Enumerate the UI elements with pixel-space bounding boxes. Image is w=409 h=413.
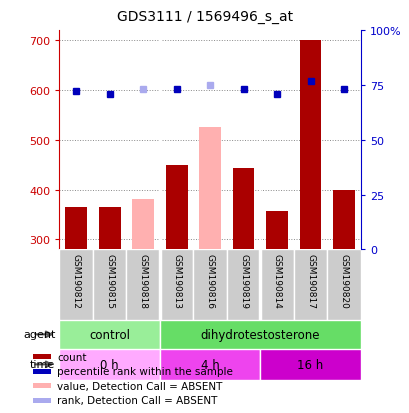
Bar [33,384,51,388]
Bar [265,211,287,250]
Text: GSM190818: GSM190818 [138,254,147,308]
Text: 0 h: 0 h [100,358,119,371]
Text: GSM190814: GSM190814 [272,254,281,308]
Bar [33,369,51,374]
Text: percentile rank within the sample: percentile rank within the sample [57,366,232,376]
Bar [199,128,220,250]
Text: 4 h: 4 h [200,358,219,371]
Text: GSM190820: GSM190820 [339,254,348,308]
Bar [132,199,154,250]
Text: value, Detection Call = ABSENT: value, Detection Call = ABSENT [57,381,222,391]
Text: control: control [89,328,130,341]
Bar [260,250,293,320]
Bar [326,250,360,320]
Text: GSM190813: GSM190813 [172,254,181,308]
Text: count: count [57,352,86,362]
Bar [193,250,226,320]
Bar [59,250,93,320]
Text: GSM190817: GSM190817 [306,254,314,308]
Bar [160,250,193,320]
Bar [333,190,354,250]
Bar [160,349,260,380]
Bar [93,250,126,320]
Text: dihydrotestosterone: dihydrotestosterone [200,328,319,341]
Text: GDS3111 / 1569496_s_at: GDS3111 / 1569496_s_at [117,10,292,24]
Bar [126,250,160,320]
Bar [160,320,360,349]
Text: 16 h: 16 h [297,358,323,371]
Bar [59,320,160,349]
Bar [99,208,120,250]
Bar [299,41,321,250]
Text: GSM190816: GSM190816 [205,254,214,308]
Bar [165,165,187,250]
Bar [59,349,160,380]
Text: rank, Detection Call = ABSENT: rank, Detection Call = ABSENT [57,396,217,406]
Bar [293,250,326,320]
Bar [33,398,51,403]
Bar [226,250,260,320]
Text: agent: agent [23,330,55,339]
Text: GSM190812: GSM190812 [72,254,81,308]
Text: time: time [30,359,55,370]
Bar [260,349,360,380]
Bar [65,208,87,250]
Text: GSM190815: GSM190815 [105,254,114,308]
Text: GSM190819: GSM190819 [238,254,247,308]
Bar [232,169,254,250]
Bar [33,354,51,359]
